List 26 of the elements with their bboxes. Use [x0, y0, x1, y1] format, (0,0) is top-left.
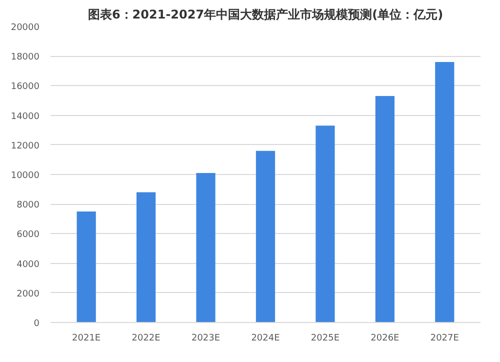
y-tick-label: 16000: [10, 82, 40, 92]
bar: [375, 96, 394, 322]
chart-title: 图表6：2021-2027年中国大数据产业市场规模预测(单位：亿元): [88, 8, 444, 22]
y-tick-label: 0: [34, 319, 40, 329]
x-tick-label: 2025E: [310, 334, 340, 344]
x-tick-label: 2026E: [370, 334, 400, 344]
y-tick-label: 18000: [10, 52, 40, 63]
bar: [316, 126, 335, 322]
bar: [435, 62, 454, 322]
y-tick-label: 12000: [10, 141, 40, 152]
y-tick-label: 4000: [16, 260, 40, 270]
bar: [196, 173, 216, 322]
x-tick-label: 2027E: [430, 334, 460, 344]
x-tick-label: 2022E: [132, 334, 161, 344]
x-tick-label: 2021E: [72, 334, 101, 344]
y-tick-label: 20000: [10, 23, 40, 33]
y-tick-label: 2000: [16, 289, 40, 300]
y-tick-label: 14000: [10, 112, 40, 122]
x-tick-label: 2024E: [251, 334, 280, 344]
y-tick-label: 10000: [10, 171, 40, 181]
y-tick-label: 8000: [16, 200, 40, 211]
bar: [256, 150, 276, 322]
y-tick-label: 6000: [16, 230, 40, 240]
x-tick-label: 2023E: [191, 334, 220, 344]
bar: [136, 192, 156, 322]
bar: [76, 212, 96, 322]
